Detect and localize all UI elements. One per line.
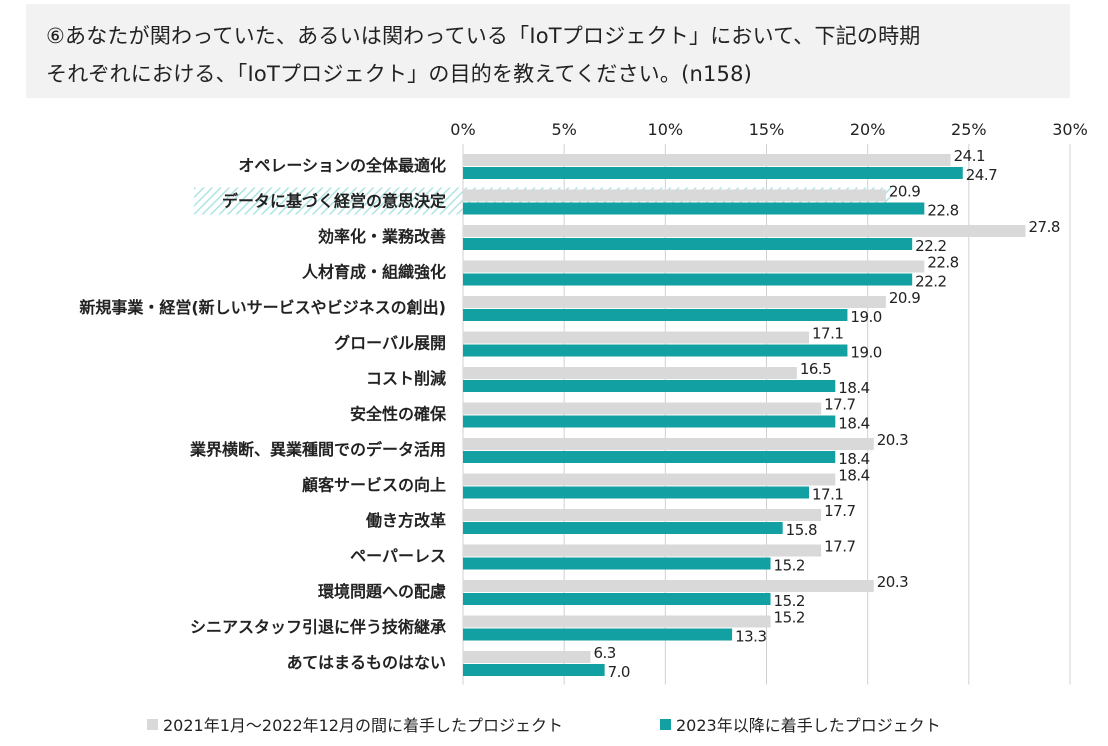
data-label-2023: 24.7 <box>966 166 997 184</box>
bar-2023 <box>463 309 848 321</box>
data-label-2023: 15.2 <box>774 592 805 610</box>
data-label-2023: 13.3 <box>735 628 766 646</box>
bar-2021 <box>463 473 836 486</box>
category-label: 新規事業・経営(新しいサービスやビジネスの創出) <box>79 298 446 317</box>
x-tick-label: 0% <box>450 120 475 139</box>
chart-title-line-2: それぞれにおける、「IoTプロジェクト」の目的を教えてください。(n158) <box>46 62 753 86</box>
bar-2023 <box>463 522 783 534</box>
data-label-2023: 18.4 <box>838 379 869 397</box>
bar-2023 <box>463 415 836 428</box>
data-label-2021: 20.9 <box>889 183 920 201</box>
data-label-2021: 24.1 <box>954 147 985 165</box>
bar-2023 <box>463 628 733 641</box>
bar-2023 <box>463 557 771 570</box>
x-tick-label: 25% <box>951 120 987 139</box>
bar-2021 <box>463 544 822 557</box>
bar-2021 <box>463 331 809 344</box>
data-label-2021: 17.7 <box>824 502 855 520</box>
bar-2023 <box>463 486 809 499</box>
category-label: データに基づく経営の意思決定 <box>222 192 446 211</box>
data-label-2023: 7.0 <box>608 663 630 681</box>
data-label-2023: 22.2 <box>915 273 946 291</box>
category-label: コスト削減 <box>366 369 446 388</box>
x-tick-label: 15% <box>749 120 785 139</box>
bar-2023 <box>463 664 605 676</box>
data-label-2023: 15.8 <box>786 521 817 539</box>
legend-swatch-2023 <box>660 718 671 730</box>
bar-2021 <box>463 260 925 273</box>
data-label-2021: 15.2 <box>774 609 805 627</box>
legend-item-2023: 2023年以降に着手したプロジェクト <box>660 712 941 736</box>
bar-2021 <box>463 580 874 592</box>
bar-2023 <box>463 273 913 286</box>
bar-2023 <box>463 344 848 357</box>
legend-label-2021: 2021年1月～2022年12月の間に着手したプロジェクト <box>163 716 563 735</box>
category-label: あてはまるものはない <box>287 653 446 672</box>
category-label: オペレーションの全体最適化 <box>238 156 446 175</box>
x-tick-label: 30% <box>1052 120 1088 139</box>
bar-2021 <box>463 154 951 166</box>
bar-2023 <box>463 593 771 605</box>
data-label-2021: 22.8 <box>927 254 958 272</box>
category-label: 人材育成・組織強化 <box>302 263 446 282</box>
bar-2021 <box>463 509 822 521</box>
x-tick-label: 10% <box>648 120 684 139</box>
data-label-2023: 18.4 <box>838 415 869 433</box>
data-label-2021: 20.3 <box>877 573 908 591</box>
x-tick-label: 5% <box>551 120 576 139</box>
data-label-2023: 19.0 <box>850 344 881 362</box>
data-label-2023: 22.8 <box>927 202 958 220</box>
category-label: 環境問題への配慮 <box>318 582 446 601</box>
bar-2023 <box>463 167 963 179</box>
data-label-2021: 20.9 <box>889 289 920 307</box>
bar-2023 <box>463 202 925 215</box>
category-label: 顧客サービスの向上 <box>302 476 446 495</box>
data-label-2021: 6.3 <box>593 644 615 662</box>
bar-2021 <box>463 438 874 450</box>
title-box <box>26 4 1070 98</box>
legend-item-2021: 2021年1月～2022年12月の間に着手したプロジェクト <box>147 712 563 736</box>
data-label-2021: 16.5 <box>800 360 831 378</box>
bar-2021 <box>463 367 797 379</box>
bar-2021 <box>463 296 886 308</box>
bar-2021 <box>463 651 591 663</box>
data-label-2021: 17.1 <box>812 325 843 343</box>
bar-2021 <box>463 189 886 202</box>
category-label: 効率化・業務改善 <box>318 227 446 246</box>
data-label-2021: 17.7 <box>824 538 855 556</box>
bar-2023 <box>463 451 836 463</box>
category-label: シニアスタッフ引退に伴う技術継承 <box>190 618 446 637</box>
legend-label-2023: 2023年以降に着手したプロジェクト <box>676 716 941 735</box>
x-tick-label: 20% <box>850 120 886 139</box>
category-label: 業界横断、異業種間でのデータ活用 <box>189 440 446 459</box>
category-label: 働き方改革 <box>365 511 446 530</box>
data-label-2021: 27.8 <box>1028 218 1059 236</box>
category-label: 安全性の確保 <box>350 405 447 424</box>
data-label-2023: 18.4 <box>838 450 869 468</box>
data-label-2021: 20.3 <box>877 431 908 449</box>
data-label-2023: 17.1 <box>812 486 843 504</box>
legend-swatch-2021 <box>147 718 158 730</box>
bar-2023 <box>463 238 913 250</box>
category-label: グローバル展開 <box>334 334 446 353</box>
data-label-2021: 17.7 <box>824 396 855 414</box>
data-label-2021: 18.4 <box>838 467 869 485</box>
bar-2023 <box>463 380 836 392</box>
data-label-2023: 15.2 <box>774 557 805 575</box>
bar-2021 <box>463 225 1026 237</box>
data-label-2023: 22.2 <box>915 237 946 255</box>
bar-2021 <box>463 615 771 628</box>
bar-2021 <box>463 402 822 415</box>
category-label: ペーパーレス <box>350 547 446 566</box>
data-label-2023: 19.0 <box>850 308 881 326</box>
chart-title-line-1: ⑥あなたが関わっていた、あるいは関わっている「IoTプロジェクト」において、下記… <box>46 24 921 48</box>
